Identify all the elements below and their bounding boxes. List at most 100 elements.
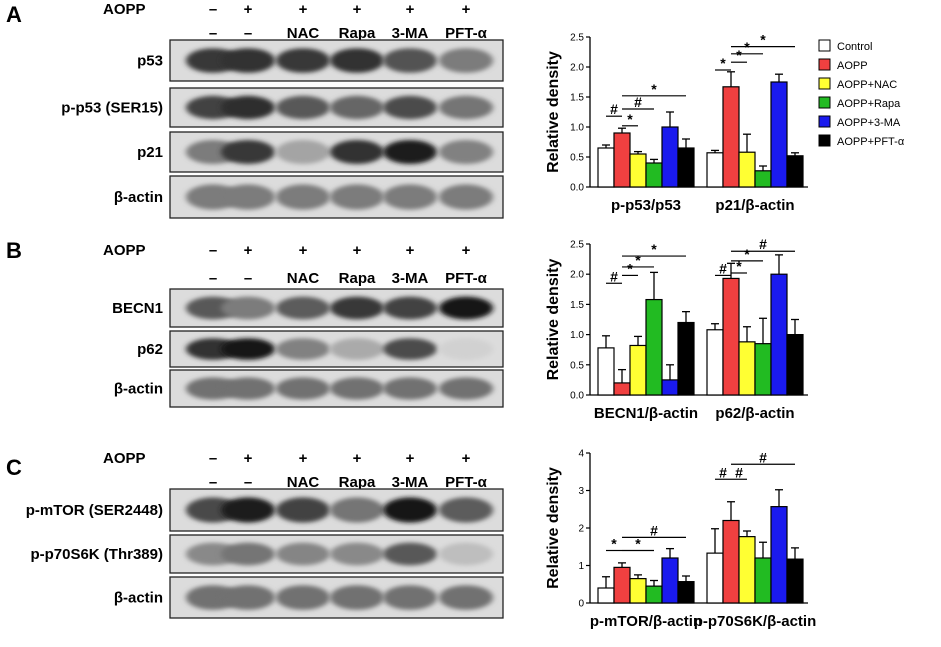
significance-mark: # <box>735 464 743 480</box>
category-label: p-mTOR/β-actin <box>590 613 702 630</box>
blot-label: p53 <box>137 53 163 70</box>
blot-label: p-mTOR (SER2448) <box>26 502 163 519</box>
category-label: p-p53/p53 <box>611 197 681 214</box>
blot-band <box>221 377 275 400</box>
y-tick-label: 1 <box>578 561 584 572</box>
significance-mark: * <box>720 55 726 71</box>
y-tick-label: 0.0 <box>570 391 584 402</box>
bar <box>754 557 772 604</box>
bar <box>706 152 724 188</box>
y-tick-label: 1.5 <box>570 93 584 104</box>
lane-sign: + <box>299 450 308 467</box>
lane-sign: + <box>244 1 253 18</box>
blot-band <box>439 497 493 523</box>
y-tick-label: 1.0 <box>570 123 584 134</box>
y-tick-label: 2.5 <box>570 240 584 251</box>
legend-label: Control <box>837 41 872 53</box>
lane-label: – <box>244 474 252 491</box>
legend-swatch <box>818 58 831 71</box>
blot-label: p-p70S6K (Thr389) <box>30 546 163 563</box>
significance-mark: * <box>635 252 641 268</box>
significance-mark: * <box>760 32 766 48</box>
blot-band <box>276 585 330 610</box>
blot-band <box>330 95 384 120</box>
blot-band <box>439 542 493 566</box>
lane-label: PFT-α <box>445 474 487 491</box>
lane-label: PFT-α <box>445 25 487 42</box>
significance-mark: * <box>651 81 657 97</box>
y-tick-label: 0 <box>578 599 584 610</box>
blot-band <box>383 48 437 73</box>
bar-chart-2: 0.0 0.5 1.0 1.5 2.0 2.5 Relative density BECN1/… <box>545 236 808 422</box>
blot-label: β-actin <box>114 189 163 206</box>
blot-strip <box>169 488 504 532</box>
blot-band <box>276 338 330 360</box>
y-tick-label: 2.0 <box>570 270 584 281</box>
blot-band <box>276 377 330 400</box>
blot-band <box>330 542 384 566</box>
bar <box>754 343 772 396</box>
blot-label: β-actin <box>114 590 163 607</box>
y-tick-label: 2.5 <box>570 33 584 44</box>
lane-label: – <box>244 25 252 42</box>
bar <box>629 344 647 396</box>
blot-band <box>439 585 493 610</box>
blot-label: β-actin <box>114 381 163 398</box>
lane-label: – <box>209 474 217 491</box>
blot-band <box>330 48 384 73</box>
lane-label: Rapa <box>339 474 376 491</box>
lane-label: – <box>244 270 252 287</box>
significance-mark: * <box>651 241 657 257</box>
y-axis-title: Relative density <box>545 51 562 173</box>
significance-mark: # <box>634 94 642 110</box>
blot-strip <box>169 87 504 128</box>
panel-c: C AOPP – + + + + + – – NAC Rapa 3-MA PFT-α p-mTOR (SER… <box>6 450 504 619</box>
y-axis-title: Relative density <box>545 258 562 380</box>
significance-mark: * <box>744 246 750 262</box>
blot-band <box>276 48 330 73</box>
blot-band <box>439 48 493 73</box>
legend-label: AOPP+Rapa <box>837 98 901 110</box>
y-tick-label: 4 <box>578 449 584 460</box>
lane-sign: + <box>244 242 253 259</box>
bar <box>629 153 647 188</box>
bar <box>613 566 631 604</box>
blot-band <box>383 497 437 523</box>
legend-swatch <box>818 96 831 109</box>
blot-band <box>221 296 275 320</box>
blot-strip <box>169 288 504 328</box>
blot-band <box>276 184 330 210</box>
blot-strip <box>169 330 504 368</box>
bar <box>677 321 695 396</box>
bar <box>738 151 756 188</box>
y-tick-label: 2.0 <box>570 63 584 74</box>
legend-swatch <box>818 39 831 52</box>
lane-sign: – <box>209 242 217 259</box>
bar-chart-1: 0.0 0.5 1.0 1.5 2.0 2.5 Relative density p-p53/… <box>545 32 808 214</box>
lane-sign: + <box>462 1 471 18</box>
blot-band <box>330 338 384 360</box>
lane-sign: + <box>406 242 415 259</box>
blot-band <box>221 48 275 73</box>
bar <box>738 341 756 396</box>
category-label: p21/β-actin <box>715 197 794 214</box>
lane-sign: + <box>353 242 362 259</box>
blot-band <box>330 184 384 210</box>
blot-band <box>383 95 437 120</box>
blot-band <box>383 542 437 566</box>
blot-band <box>330 377 384 400</box>
lane-label: NAC <box>287 474 320 491</box>
blot-band <box>330 296 384 320</box>
lane-sign: + <box>406 450 415 467</box>
blot-band <box>276 296 330 320</box>
lane-sign: + <box>462 242 471 259</box>
blot-band <box>383 585 437 610</box>
bar <box>677 147 695 188</box>
legend-swatch <box>818 115 831 128</box>
blot-band <box>439 140 493 164</box>
blot-band <box>221 95 275 120</box>
blot-band <box>276 95 330 120</box>
blot-band <box>439 377 493 400</box>
bar <box>786 334 804 396</box>
